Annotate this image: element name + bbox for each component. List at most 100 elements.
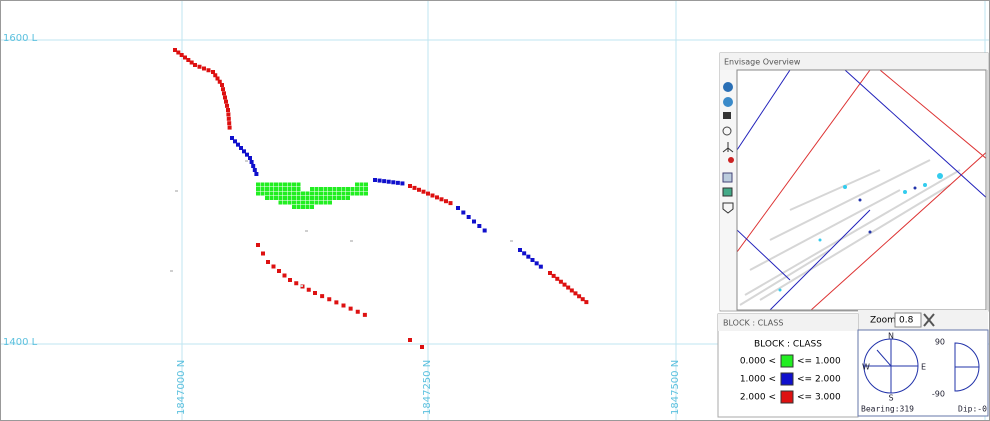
compass-east: E bbox=[921, 363, 926, 372]
block bbox=[283, 187, 287, 191]
block bbox=[183, 55, 187, 60]
block bbox=[314, 187, 319, 191]
block bbox=[530, 258, 535, 262]
block bbox=[283, 200, 287, 205]
block bbox=[225, 103, 229, 108]
block bbox=[301, 191, 305, 196]
block bbox=[323, 187, 328, 191]
block bbox=[266, 260, 270, 264]
block bbox=[341, 303, 346, 308]
block bbox=[337, 191, 341, 196]
block bbox=[346, 191, 350, 196]
dip: Dip:-0 bbox=[958, 405, 987, 414]
block-faint bbox=[170, 270, 173, 272]
block bbox=[456, 206, 460, 210]
block bbox=[359, 187, 364, 191]
zoom-value: 0.8 bbox=[899, 316, 914, 326]
block bbox=[395, 180, 400, 185]
block bbox=[197, 64, 202, 69]
block bbox=[364, 182, 368, 187]
block bbox=[373, 178, 377, 182]
block bbox=[337, 196, 341, 200]
block bbox=[400, 181, 405, 186]
block bbox=[278, 191, 283, 196]
block bbox=[444, 199, 448, 204]
block bbox=[439, 197, 444, 202]
block bbox=[377, 178, 382, 183]
block bbox=[306, 287, 311, 292]
block bbox=[526, 254, 531, 259]
block bbox=[430, 193, 435, 198]
block bbox=[296, 205, 301, 209]
block bbox=[314, 191, 319, 196]
block bbox=[477, 224, 482, 228]
block bbox=[332, 191, 337, 196]
block bbox=[534, 261, 539, 266]
block bbox=[518, 248, 522, 252]
overview-view bbox=[737, 70, 986, 310]
block bbox=[448, 201, 453, 206]
block bbox=[313, 291, 317, 295]
block bbox=[278, 182, 283, 187]
block bbox=[305, 196, 310, 200]
block bbox=[186, 58, 191, 62]
block bbox=[287, 182, 292, 187]
block bbox=[461, 210, 466, 215]
block bbox=[569, 288, 574, 293]
block bbox=[327, 297, 332, 302]
zoom-input[interactable] bbox=[894, 312, 922, 328]
toolbar-icons[interactable] bbox=[722, 82, 734, 214]
block-faint bbox=[350, 240, 353, 242]
block bbox=[282, 273, 287, 278]
block bbox=[256, 191, 260, 196]
block bbox=[359, 182, 364, 187]
block bbox=[301, 205, 305, 209]
block bbox=[226, 116, 231, 121]
block bbox=[466, 215, 471, 219]
level-label: 1400 L bbox=[3, 337, 38, 348]
block-faint bbox=[300, 285, 303, 287]
block bbox=[292, 205, 296, 209]
block bbox=[310, 187, 314, 191]
block bbox=[323, 200, 328, 205]
block bbox=[319, 191, 323, 196]
block bbox=[350, 187, 355, 191]
block bbox=[269, 187, 274, 191]
block bbox=[421, 189, 426, 194]
block bbox=[265, 187, 269, 191]
block bbox=[319, 200, 323, 205]
block bbox=[319, 187, 323, 191]
zoom-reset[interactable] bbox=[923, 313, 935, 327]
block bbox=[566, 285, 571, 290]
block bbox=[328, 196, 332, 200]
block bbox=[224, 99, 228, 104]
bearing: Bearing:319 bbox=[861, 405, 914, 414]
block bbox=[296, 187, 301, 191]
block bbox=[274, 191, 278, 196]
block bbox=[305, 205, 310, 209]
block bbox=[310, 200, 314, 205]
block bbox=[362, 312, 367, 317]
block bbox=[334, 300, 339, 305]
legend-high: <= 1.000 bbox=[797, 357, 841, 367]
block bbox=[260, 187, 265, 191]
block bbox=[283, 182, 287, 187]
block bbox=[227, 125, 232, 130]
block bbox=[408, 338, 412, 342]
block bbox=[323, 196, 328, 200]
block bbox=[577, 294, 582, 299]
legend-low: 2.000 < bbox=[740, 393, 776, 403]
block bbox=[256, 243, 260, 247]
legend-titlebar bbox=[718, 314, 858, 331]
legend-low: 1.000 < bbox=[740, 375, 776, 385]
block bbox=[580, 297, 585, 302]
block bbox=[296, 191, 301, 196]
block bbox=[573, 291, 578, 296]
block bbox=[296, 200, 301, 205]
legend: 0.000 < <= 1.000 1.000 < <= 2.000 2.000 < <= … bbox=[740, 354, 841, 404]
block bbox=[417, 187, 421, 192]
block bbox=[412, 185, 417, 190]
block bbox=[292, 182, 296, 187]
block bbox=[584, 300, 589, 305]
